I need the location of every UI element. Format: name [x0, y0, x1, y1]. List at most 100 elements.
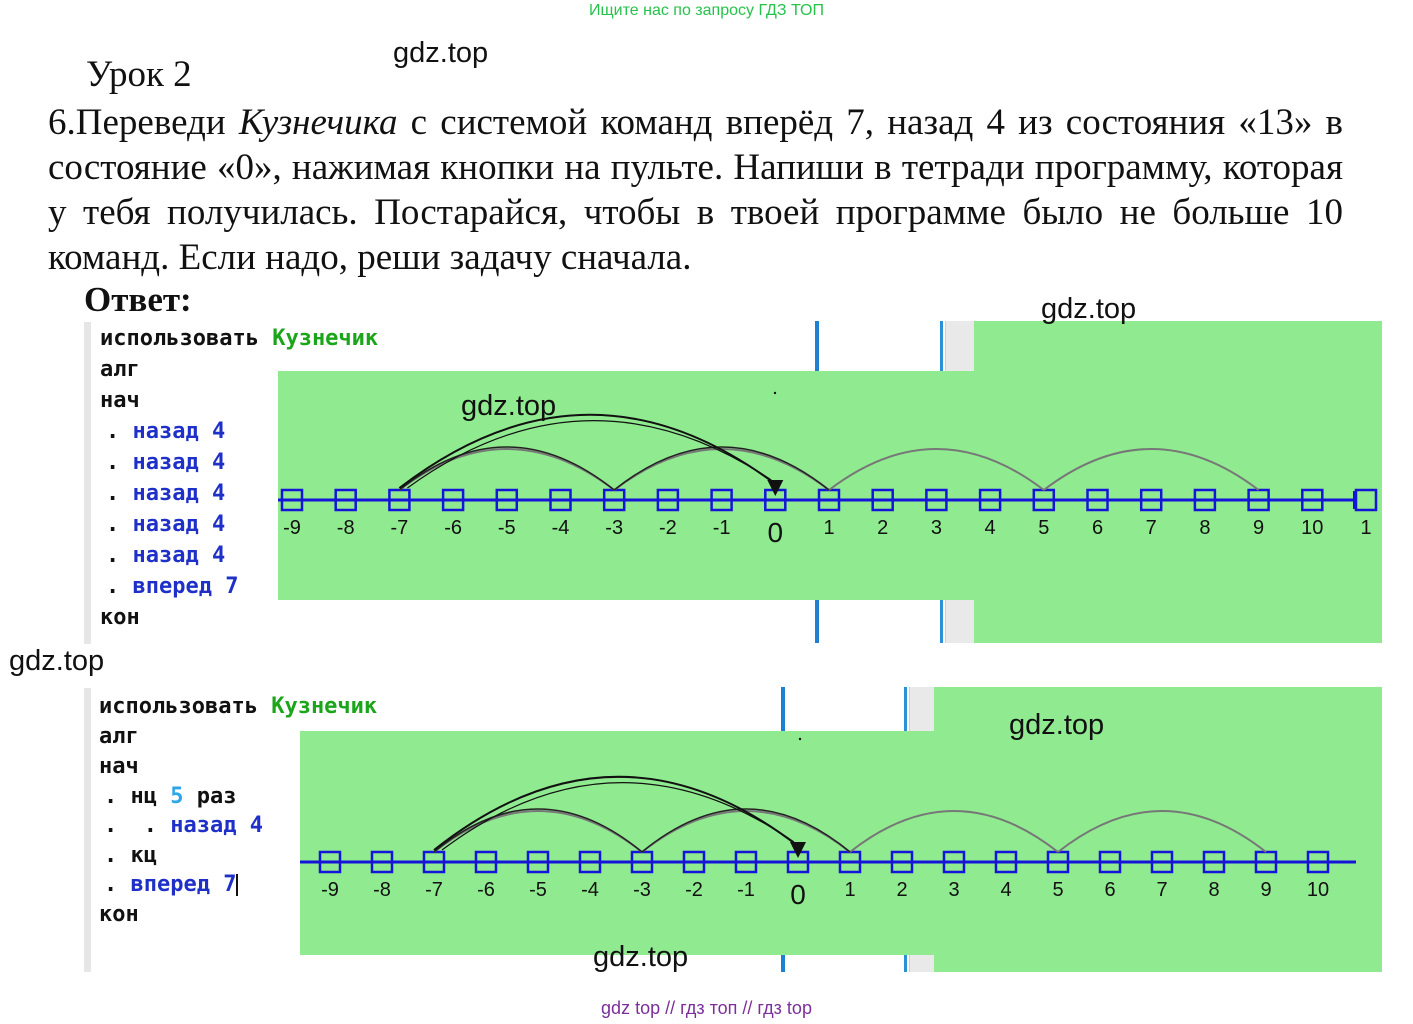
tick-label: 1 — [1360, 517, 1371, 539]
jump-arc-back — [1057, 810, 1267, 853]
code-line[interactable]: . вперед 7 — [104, 872, 239, 897]
number-line-2: -9 -8 -7 -6 -5 -4 -3 -2 -1 0 1 2 3 4 5 6 7 8 9 10 — [300, 737, 1356, 910]
tick-label: 5 — [1052, 879, 1063, 901]
task-part1: Переведи — [75, 102, 239, 143]
cell-square — [978, 488, 1002, 512]
tick-label: -1 — [737, 879, 755, 901]
tick-label: -7 — [391, 517, 409, 539]
executor-panel — [278, 371, 1382, 600]
tick-label: 7 — [1146, 517, 1157, 539]
jump-arc-forward — [407, 420, 772, 489]
jump-arc-forward — [398, 413, 776, 489]
answer-label: Ответ: — [84, 280, 192, 319]
cell-square — [441, 488, 465, 512]
cell-square — [871, 488, 894, 512]
tick-label: 5 — [1038, 517, 1049, 539]
cell-square — [280, 488, 304, 512]
tick-label: 0 — [790, 879, 806, 910]
watermark: gdz.top — [393, 37, 489, 69]
editor-gutter — [84, 688, 91, 972]
task-italic: Кузнечика — [238, 102, 398, 143]
code-line: нач — [100, 388, 140, 413]
code-line: . назад 4 — [106, 450, 226, 475]
tick-label: 8 — [1208, 879, 1219, 901]
tick-label: -4 — [552, 517, 570, 539]
code-line: . назад 4 — [106, 419, 226, 444]
cell-square — [370, 850, 394, 874]
tick-label: -9 — [321, 879, 339, 901]
jump-arc-back — [433, 808, 643, 853]
cell-square — [1086, 488, 1109, 512]
tick-label: -7 — [425, 879, 443, 901]
cell-square — [890, 850, 914, 874]
code-line: . назад 4 — [106, 512, 226, 537]
code-line: . кц — [104, 843, 157, 868]
tick-label: -3 — [605, 517, 623, 539]
text-cursor — [236, 874, 239, 896]
code-line: использовать Кузнечик — [99, 694, 378, 719]
watermark: gdz.top — [9, 645, 105, 677]
jump-arc-back — [641, 808, 851, 853]
tick-label: 10 — [1307, 879, 1329, 901]
tick-label: 10 — [1301, 517, 1323, 539]
jump-arc-back — [398, 446, 615, 491]
tick-label: 4 — [1000, 879, 1011, 901]
code-line: . вперед 7 — [106, 574, 239, 599]
cell-square — [1306, 850, 1330, 874]
cell-square — [994, 850, 1018, 874]
code-line: . . назад 4 — [104, 813, 263, 838]
tick-label: -6 — [444, 517, 462, 539]
tick-label: -3 — [633, 879, 651, 901]
tick-label: -2 — [685, 879, 703, 901]
tick-label: 9 — [1260, 879, 1271, 901]
watermark: gdz.top — [1041, 293, 1137, 325]
tick-label: -6 — [477, 879, 495, 901]
tick-label: -9 — [283, 517, 301, 539]
cell-square — [578, 850, 602, 874]
tick-label: 2 — [877, 517, 888, 539]
jump-arc-back — [613, 448, 830, 491]
jump-arc-back — [641, 810, 851, 853]
top-banner[interactable]: Ищите нас по запросу ГДЗ ТОП — [589, 2, 824, 19]
cell-square — [1150, 850, 1174, 874]
number-line-1: -9 -8 -7 -6 -5 -4 -3 -2 -1 0 1 2 3 4 5 6 7 8 9 10 1 — [278, 391, 1378, 548]
dot-marker — [798, 737, 802, 741]
code-line: . назад 4 — [106, 481, 226, 506]
executor-panel — [300, 731, 1382, 955]
cell-square — [1202, 850, 1226, 874]
tick-label: -8 — [373, 879, 391, 901]
cell-square — [334, 488, 357, 512]
tick-label: 4 — [985, 517, 996, 539]
cell-square — [656, 488, 680, 512]
jump-arc-back — [849, 810, 1059, 853]
code-line: кон — [99, 902, 139, 927]
cell-square — [942, 850, 966, 874]
tick-label: 6 — [1092, 517, 1103, 539]
footer-links[interactable]: gdz top // гдз топ // гдз top — [601, 998, 812, 1018]
arrow-head — [767, 480, 784, 496]
code-line: . назад 4 — [106, 543, 226, 568]
tick-label: 8 — [1199, 517, 1210, 539]
cell-square — [549, 488, 572, 512]
watermark: gdz.top — [593, 941, 689, 973]
task-number: 6. — [48, 102, 76, 143]
editor-gutter — [84, 322, 91, 644]
jump-arc-back — [433, 810, 643, 853]
watermark: gdz.top — [461, 390, 557, 422]
task-text: 6.Переведи Кузнечика с системой команд в… — [48, 100, 1343, 280]
cell-square — [1098, 850, 1122, 874]
tick-label: -8 — [337, 517, 355, 539]
dot-marker — [773, 391, 777, 395]
tick-label: -2 — [659, 517, 677, 539]
watermark: gdz.top — [1009, 709, 1105, 741]
cell-square — [495, 488, 519, 512]
jump-arc-back — [828, 448, 1045, 491]
cell-square — [1193, 488, 1217, 512]
tick-label: 6 — [1104, 879, 1115, 901]
cell-square — [474, 850, 498, 874]
code-line: кон — [100, 605, 140, 630]
code-line: нач — [99, 754, 139, 779]
code-line: алг — [100, 357, 140, 382]
cell-square — [682, 850, 706, 874]
cell-square — [1354, 488, 1378, 512]
